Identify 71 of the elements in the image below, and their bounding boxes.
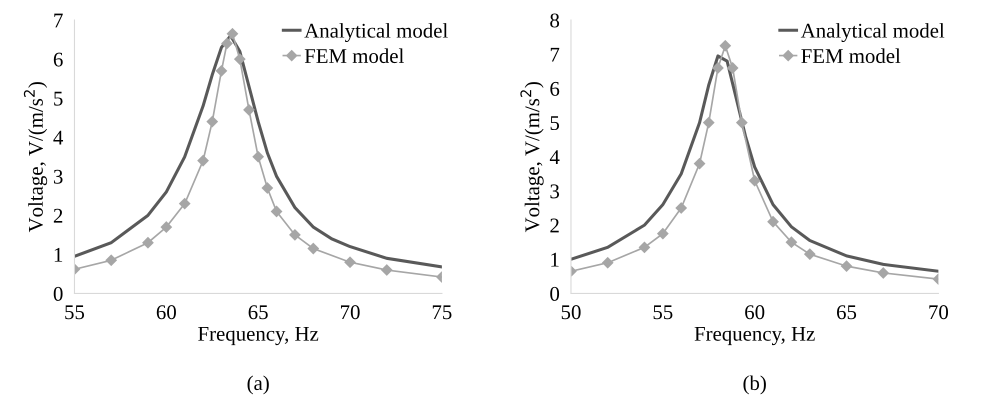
point — [206, 116, 218, 128]
point — [381, 264, 392, 276]
y-tick-label: 7 — [54, 14, 63, 28]
point — [308, 242, 319, 254]
point — [216, 65, 228, 76]
x-tick-label: 50 — [562, 305, 581, 320]
y-tick-label: 6 — [550, 82, 560, 96]
y-tick-label: 1 — [551, 252, 559, 267]
point — [720, 40, 731, 52]
point — [160, 221, 172, 233]
point — [657, 228, 668, 240]
x-tick-label: 55 — [654, 305, 672, 320]
x-axis-title: Frequency, Hz — [198, 326, 318, 346]
legend-label: FEM model — [801, 48, 900, 64]
point — [602, 257, 614, 268]
point — [703, 117, 714, 128]
legend-label: Analytical model — [800, 23, 944, 42]
point — [638, 242, 650, 253]
x-tick-label: 65 — [837, 305, 856, 320]
legend-label: Analytical model — [304, 23, 448, 42]
legend-label: FEM model — [304, 48, 404, 64]
point — [289, 229, 301, 240]
x-tick-label: 75 — [432, 305, 452, 320]
point — [234, 54, 246, 65]
y-tick-label: 6 — [54, 52, 63, 67]
point — [767, 216, 779, 228]
y-axis-title: Voltage, V/(m/s$^{2}$) — [24, 82, 48, 232]
x-tick-label: 70 — [340, 305, 360, 320]
y-tick-label: 4 — [550, 150, 560, 164]
y-tick-label: 0 — [550, 286, 560, 301]
point — [676, 202, 687, 214]
point — [197, 155, 209, 166]
x-tick-label: 65 — [248, 305, 268, 320]
x-tick-label: 70 — [929, 305, 948, 320]
y-tick-label: 5 — [550, 116, 560, 130]
point — [804, 248, 816, 260]
point — [694, 158, 706, 170]
text: (b) — [743, 375, 766, 394]
y-tick-label: 8 — [550, 13, 560, 28]
x-tick-label: 60 — [745, 305, 764, 320]
x-tick-label: 55 — [65, 305, 84, 320]
y-tick-label: 2 — [54, 208, 62, 223]
point — [221, 38, 233, 50]
y-tick-label: 3 — [550, 184, 560, 198]
y-tick-label: 0 — [54, 286, 63, 301]
y-tick-label: 7 — [550, 48, 560, 62]
y-tick-label: 5 — [54, 92, 63, 106]
x-axis-title: Frequency, Hz — [694, 326, 815, 346]
point — [106, 254, 117, 266]
x-tick-label: 60 — [156, 305, 176, 320]
point — [878, 267, 889, 279]
point — [786, 236, 798, 248]
point — [262, 182, 273, 194]
point — [252, 151, 264, 162]
point — [712, 62, 724, 74]
point — [344, 256, 356, 268]
y-axis-title: Voltage, V/(m/s$^{2}$) — [520, 82, 544, 232]
y-tick-label: 3 — [54, 170, 63, 184]
point — [736, 117, 748, 128]
y-tick-label: 1 — [54, 248, 62, 262]
point — [243, 104, 255, 116]
point — [270, 206, 282, 218]
point — [749, 175, 760, 186]
point — [226, 28, 238, 40]
y-tick-label: 4 — [53, 130, 64, 144]
point — [142, 237, 154, 248]
point — [179, 198, 190, 210]
point — [727, 62, 738, 74]
y-tick-label: 2 — [550, 218, 559, 232]
text: (a) — [248, 375, 269, 394]
point — [840, 260, 852, 272]
